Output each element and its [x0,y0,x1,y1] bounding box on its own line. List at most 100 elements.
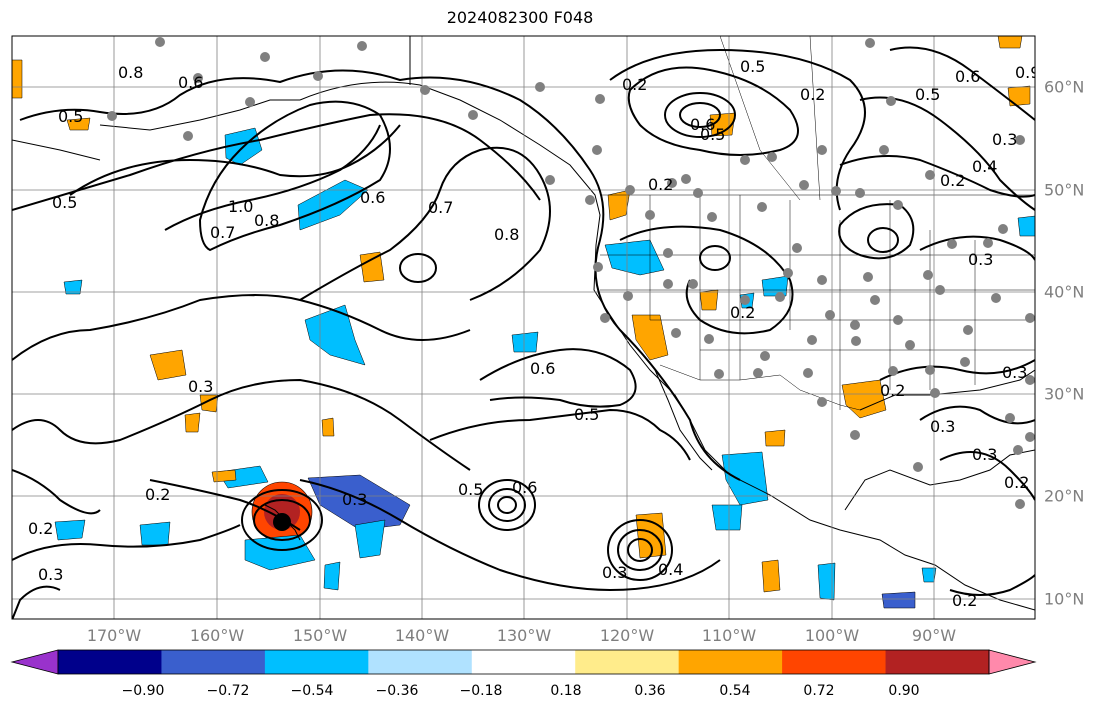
station-dot [983,238,993,248]
contour-label: 0.3 [972,445,997,464]
contour-label: 0.3 [1002,363,1027,382]
contour-label: 0.3 [188,377,213,396]
anomaly-patch [149,349,187,381]
contour-label: 0.2 [1004,473,1029,492]
contour-line [12,469,101,515]
contour-label: 0.3 [602,563,627,582]
station-dot [585,195,595,205]
station-dot [714,369,724,379]
state-lines-vertical [649,195,976,410]
contour-line [867,227,899,253]
contour-line [479,348,637,408]
contour-line [838,203,915,260]
station-dot [593,262,603,272]
station-dot [1015,135,1025,145]
station-dot [1013,445,1023,455]
contour-layer [12,46,1035,619]
station-dot [893,200,903,210]
anomaly-patch [12,59,23,99]
colorbar-extend-high [988,649,1037,675]
station-dot [831,186,841,196]
station-dot [1025,313,1035,323]
contour-label: 0.2 [622,75,647,94]
station-dot [107,111,117,121]
station-dot [825,310,835,320]
anomaly-patch [54,519,86,541]
colorbar-segment [368,650,473,674]
contour-line [939,451,1035,501]
contour-line [859,96,1035,211]
anomaly-patch [997,36,1023,49]
anomaly-patch [63,279,83,295]
station-dot [925,170,935,180]
contour-line [299,479,721,592]
colorbar-tick-label: 0.18 [550,683,582,699]
lon-tick-label: 100°W [804,626,860,645]
lon-tick-label: 110°W [701,626,757,645]
contour-line [12,113,541,211]
aleutian-chain [99,99,300,131]
anomaly-patch [721,451,769,506]
contour-line [619,225,794,335]
station-dot [592,145,602,155]
station-dot [693,188,703,198]
station-dot [757,202,767,212]
station-dot [183,131,193,141]
contour-label: 0.5 [915,85,940,104]
contour-line [879,359,1035,381]
colorbar-tick-label: 0.72 [803,683,835,699]
contour-label: 0.3 [38,565,63,584]
anomaly-patch [631,314,669,361]
station-dot [807,335,817,345]
contour-label: 0.6 [512,478,537,497]
colorbar-segment [782,650,887,674]
colorbar-segment [575,650,680,674]
contour-label: 0.2 [648,175,673,194]
ocean-background [12,36,1035,619]
map-title: 2024082300 F048 [446,8,594,27]
contour-line [617,529,663,571]
station-dot [855,188,865,198]
baja-california-coastline [654,369,713,471]
storm-center-marker [273,513,291,531]
station-dot [817,145,827,155]
anomaly-patch [607,189,631,221]
colorbar-tick-label: −0.72 [206,683,250,699]
lat-tick-label: 60°N [1044,77,1085,97]
colorbar-extend-low [10,649,59,675]
anomaly-patch [1007,85,1031,107]
contour-label: 0.8 [494,225,519,244]
contour-line [299,146,551,301]
station-dot [688,279,698,289]
anomaly-patch [761,275,789,297]
contour-line [198,100,391,252]
contour-line [919,235,1035,261]
contour-label: 0.6 [360,188,385,207]
lat-tick-label: 30°N [1044,384,1085,404]
contour-label: 0.6 [178,73,203,92]
anomaly-patch [359,251,385,283]
anomaly-patch [184,412,201,433]
station-dot [671,328,681,338]
contour-line [627,66,799,156]
contour-label: 0.8 [118,63,143,82]
station-layer [107,37,1035,509]
anomaly-patch [354,519,386,559]
contour-line [253,499,311,541]
colorbar-tick-label: 0.90 [888,683,920,699]
anomaly-patch [764,429,786,447]
contour-line [699,245,731,271]
contour-line [12,294,471,361]
anomaly-patch [604,239,665,276]
contour-label: 0.2 [28,519,53,538]
yucatan-gulf-coastline [844,449,1035,511]
station-dot [1015,499,1025,509]
lat-tick-label: 40°N [1044,282,1085,302]
station-dot [792,243,802,253]
station-dot [535,82,545,92]
station-dot [930,388,940,398]
station-dot [893,315,903,325]
lon-tick-label: 160°W [189,626,245,645]
station-dot [923,270,933,280]
